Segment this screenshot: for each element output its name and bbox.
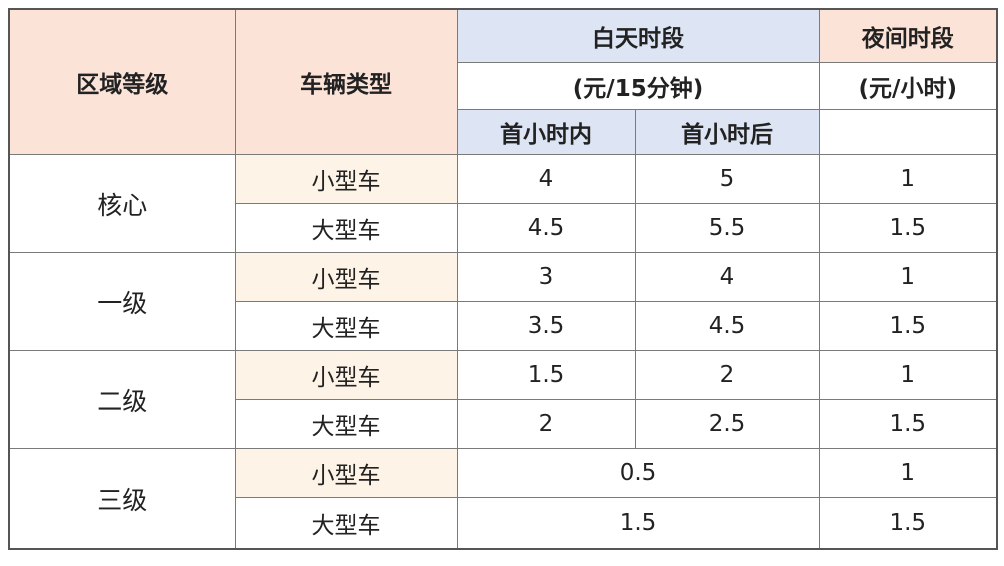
price-night: 1 <box>818 252 998 302</box>
price-first-hour-after: 4 <box>634 252 820 302</box>
region-cell: 三级 <box>8 448 236 550</box>
pricing-table-container: 区域等级 车辆类型 白天时段 夜间时段 (元/15分钟) (元/小时) 首小时内… <box>8 8 998 550</box>
header-nighttime: 夜间时段 <box>818 8 998 63</box>
region-cell: 一级 <box>8 252 236 351</box>
vehicle-cell: 小型车 <box>234 448 458 498</box>
table-row: 大型车 3.5 4.5 1.5 <box>9 301 998 351</box>
price-night: 1.5 <box>818 301 998 351</box>
price-first-hour-within: 4 <box>456 154 636 204</box>
table-row: 大型车 2 2.5 1.5 <box>9 399 998 449</box>
header-vehicle-type: 车辆类型 <box>234 8 458 155</box>
region-cell: 二级 <box>8 350 236 449</box>
header-first-hour-within: 首小时内 <box>456 109 636 155</box>
header-region: 区域等级 <box>8 8 236 155</box>
header-nighttime-unit: (元/小时) <box>818 62 998 110</box>
price-night: 1 <box>818 448 998 498</box>
vehicle-cell: 小型车 <box>234 350 458 400</box>
header-daytime-unit: (元/15分钟) <box>456 62 820 110</box>
price-daytime-merged: 0.5 <box>456 448 820 498</box>
price-first-hour-after: 5 <box>634 154 820 204</box>
price-night: 1.5 <box>818 399 998 449</box>
parking-fee-table: 区域等级 车辆类型 白天时段 夜间时段 (元/15分钟) (元/小时) 首小时内… <box>8 8 998 550</box>
vehicle-cell: 大型车 <box>234 399 458 449</box>
vehicle-cell: 大型车 <box>234 203 458 253</box>
vehicle-cell: 大型车 <box>234 301 458 351</box>
header-empty-cell <box>818 109 998 155</box>
table-row: 大型车 1.5 1.5 <box>9 497 998 550</box>
table-row: 二级 小型车 1.5 2 1 <box>8 350 998 449</box>
price-first-hour-within: 4.5 <box>456 203 636 253</box>
table-row: 一级 小型车 3 4 1 <box>8 252 998 351</box>
header-daytime: 白天时段 <box>456 8 820 63</box>
price-night: 1 <box>818 350 998 400</box>
vehicle-cell: 大型车 <box>234 497 458 550</box>
price-night: 1.5 <box>818 497 998 550</box>
header-first-hour-after: 首小时后 <box>634 109 820 155</box>
table-row: 核心 小型车 4 5 1 <box>8 154 998 253</box>
price-first-hour-within: 3.5 <box>456 301 636 351</box>
header-row-2: (元/15分钟) (元/小时) <box>9 62 998 110</box>
price-first-hour-within: 1.5 <box>456 350 636 400</box>
price-night: 1.5 <box>818 203 998 253</box>
price-first-hour-after: 2.5 <box>634 399 820 449</box>
price-first-hour-within: 2 <box>456 399 636 449</box>
price-night: 1 <box>818 154 998 204</box>
header-row-1: 区域等级 车辆类型 白天时段 夜间时段 <box>8 8 998 155</box>
table-row: 大型车 4.5 5.5 1.5 <box>9 203 998 253</box>
vehicle-cell: 小型车 <box>234 252 458 302</box>
table-row: 三级 小型车 0.5 1 <box>8 448 998 550</box>
price-first-hour-after: 2 <box>634 350 820 400</box>
region-cell: 核心 <box>8 154 236 253</box>
price-first-hour-after: 4.5 <box>634 301 820 351</box>
price-daytime-merged: 1.5 <box>456 497 820 550</box>
vehicle-cell: 小型车 <box>234 154 458 204</box>
price-first-hour-after: 5.5 <box>634 203 820 253</box>
price-first-hour-within: 3 <box>456 252 636 302</box>
